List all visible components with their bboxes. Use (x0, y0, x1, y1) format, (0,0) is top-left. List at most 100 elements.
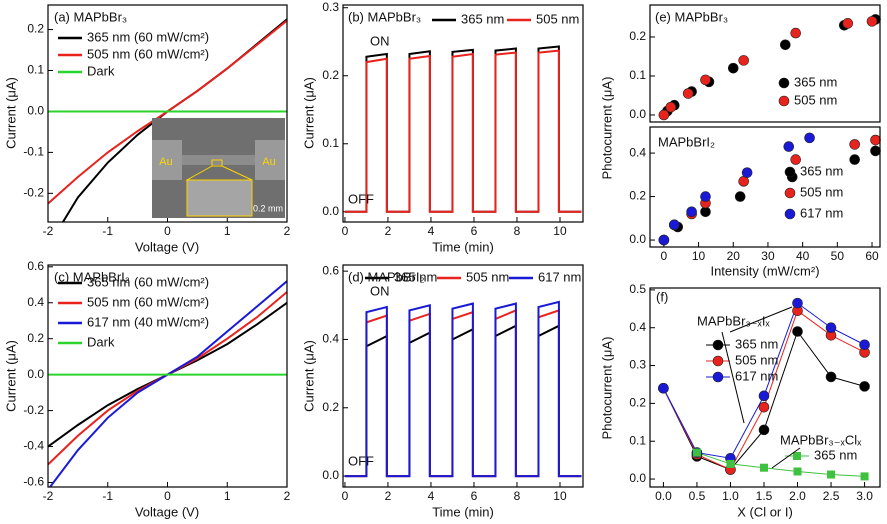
legend-label: 505 nm (60 mW/cm²) (87, 46, 209, 61)
x-tick-label: 0 (164, 489, 171, 503)
marker (738, 55, 749, 66)
y-tick-label: 0.1 (27, 63, 44, 77)
y-tick-label: -0.1 (23, 145, 44, 159)
y-tick-label: -0.4 (23, 439, 44, 453)
legend-label: 365 nm (60 mW/cm²) (87, 274, 209, 289)
y-axis-label: Current (μA) (3, 77, 18, 149)
plot-frame (649, 4, 881, 123)
panel: 0.0 0.1 0.2 365 nm 505 nm (e) MAPbBr₃ (629, 4, 881, 123)
y-tick-label: 0.2 (27, 22, 44, 36)
scale-label: 0.2 mm (253, 203, 283, 213)
marker (825, 371, 837, 383)
marker (734, 191, 746, 202)
marker (784, 187, 796, 199)
marker (859, 381, 870, 392)
legend-label: 365 nm (800, 163, 843, 178)
x-tick-label: 1.0 (722, 489, 739, 503)
annotation: MAPbBr₃₋ₓIₓ (697, 313, 770, 328)
x-tick-label: 30 (761, 249, 775, 263)
x-tick-label: -2 (43, 489, 54, 503)
legend-label: Dark (87, 334, 115, 349)
y-axis-label: Current (μA) (3, 340, 18, 412)
x-tick-label: 10 (553, 224, 567, 238)
y-tick-label: -0.2 (23, 403, 44, 417)
marker (726, 459, 735, 468)
x-tick-label: 2.0 (789, 489, 806, 503)
marker (866, 16, 878, 27)
marker (792, 297, 803, 309)
marker (783, 141, 795, 152)
plot-area (344, 45, 582, 213)
marker (793, 452, 801, 460)
legend-label: 617 nm (735, 368, 778, 383)
panel: 0.0 0.2 0.4 0.6 0 2 4 6 8 10 365 nm 505 nm 617 nm (d)… (301, 263, 584, 519)
panel: 0.0 0.2 0.4 0 10 20 30 40 50 60 365 nm 505 nm 617 nm… (599, 77, 881, 278)
y-tick-label: 0.2 (322, 68, 339, 82)
x-tick-label: 2 (284, 489, 291, 503)
series-line (344, 49, 582, 213)
x-tick-label: 1 (224, 489, 231, 503)
y-tick-label: 0.2 (629, 396, 646, 410)
x-tick-label: 20 (727, 249, 741, 263)
legend-label: 365 nm (735, 336, 778, 351)
panel-title: (f) (656, 289, 668, 304)
y-axis-label: Photocurrent (μA) (599, 337, 614, 440)
plot-frame (342, 4, 584, 223)
y-tick-label: 0.4 (322, 332, 339, 346)
x-tick-label: 3.0 (856, 489, 873, 503)
marker (784, 208, 796, 220)
marker (712, 371, 724, 383)
legend-label: 505 nm (794, 92, 837, 107)
marker (682, 88, 694, 99)
y-tick-label: 0.2 (322, 400, 339, 414)
y-axis-label: Current (μA) (301, 77, 316, 149)
annotation: OFF (348, 191, 374, 206)
x-tick-label: 4 (428, 224, 435, 238)
y-tick-label: 0.6 (27, 259, 44, 273)
arrow (771, 447, 801, 469)
x-tick-label: 1.5 (756, 489, 773, 503)
legend-label: 365 nm (394, 269, 437, 284)
y-tick-label: -0.6 (23, 475, 44, 489)
y-tick-label: 0.4 (629, 145, 646, 159)
zoom-image (186, 179, 253, 217)
y-tick-label: 0.5 (629, 282, 646, 296)
y-tick-label: 0.4 (629, 320, 646, 334)
x-axis-label: Voltage (V) (135, 239, 199, 254)
marker (779, 39, 791, 51)
x-tick-label: -1 (102, 489, 113, 503)
x-axis-label: Intensity (mW/cm²) (710, 263, 819, 278)
plot-area (48, 18, 287, 222)
plot-frame (342, 264, 584, 488)
inset: Au Au 0.2 mm (152, 118, 285, 218)
marker (870, 145, 881, 157)
legend-label: 505 nm (800, 184, 843, 199)
y-axis-label: Photocurrent (μA) (599, 77, 614, 180)
marker (727, 62, 739, 74)
marker (860, 472, 869, 481)
marker (686, 206, 697, 218)
marker (712, 355, 724, 367)
y-tick-label: 0.4 (27, 295, 44, 309)
legend-label: 505 nm (735, 352, 778, 367)
x-tick-label: -1 (102, 224, 113, 238)
arrow (729, 306, 793, 333)
legend-label: 505 nm (466, 269, 509, 284)
x-tick-label: 2 (284, 224, 291, 238)
y-tick-label: 0.0 (629, 471, 646, 485)
annotation: OFF (348, 453, 374, 468)
x-tick-label: 10 (553, 489, 567, 503)
marker (700, 74, 711, 86)
marker (712, 339, 724, 351)
marker (793, 467, 802, 476)
marker (849, 154, 860, 165)
marker (778, 77, 790, 89)
y-tick-label: 0.3 (322, 0, 339, 14)
legend-label: 365 nm (461, 11, 504, 26)
x-tick-label: 2 (385, 224, 392, 238)
panel: 0.0 0.1 0.2 0.3 0.4 0.5 0.0 0.5 1.0 1.5 2.0 2.5 3.0 3… (599, 282, 881, 519)
marker (849, 139, 860, 150)
x-tick-label: 40 (796, 249, 810, 263)
